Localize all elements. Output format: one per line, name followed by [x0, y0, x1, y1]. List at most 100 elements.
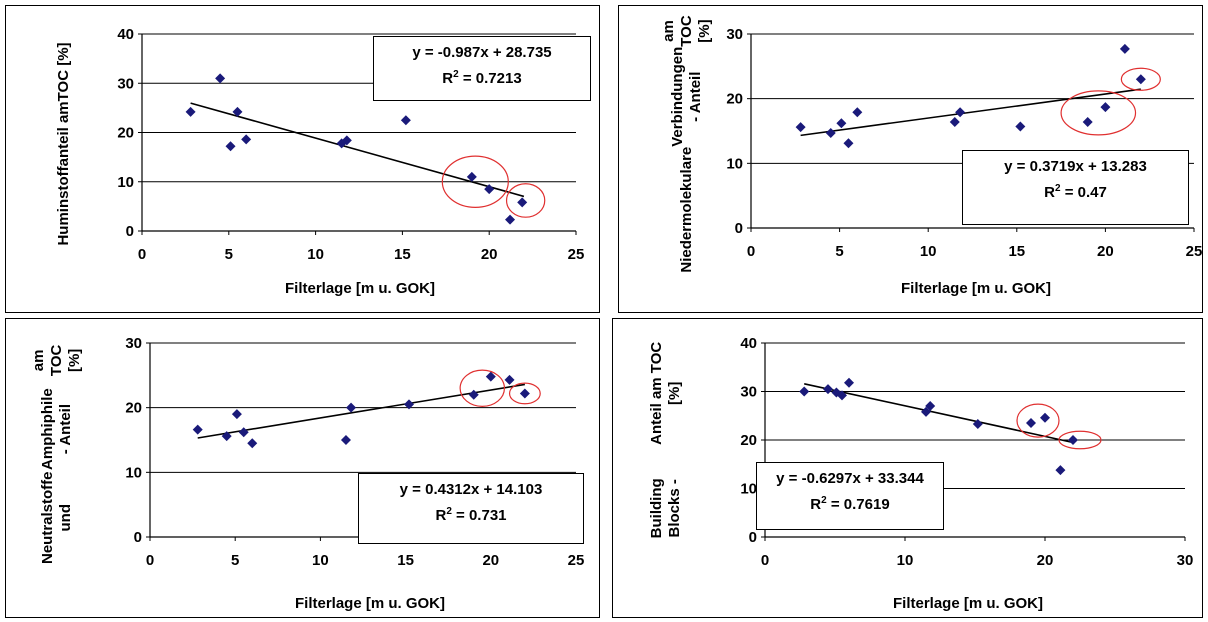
trendline-equation: y = -0.6297x + 33.344: [776, 470, 924, 487]
r-squared: R2 = 0.7619: [810, 495, 890, 513]
y-tick-label: 30: [117, 75, 134, 92]
y-tick-label: 0: [735, 220, 743, 237]
data-point: [231, 409, 242, 420]
data-point: [823, 384, 833, 395]
y-tick-label: 30: [125, 335, 142, 352]
chart-panel-huminstoff: Huminstoffanteil am TOC [%] 0 10 20 30 40 0 5 1…: [5, 5, 600, 313]
trendline-equation-box: y = -0.987x + 28.735 R2 = 0.7213: [373, 36, 591, 101]
data-point: [949, 116, 960, 127]
x-tick-label: 5: [835, 243, 843, 260]
x-tick-label: 25: [568, 246, 585, 263]
data-point: [837, 390, 847, 401]
data-point: [468, 389, 479, 400]
x-tick-label: 0: [138, 246, 146, 263]
x-tick-label: 10: [307, 246, 324, 263]
data-point: [232, 106, 243, 117]
data-point: [1040, 412, 1050, 423]
y-tick-label: 40: [740, 335, 757, 352]
x-tick-label: 25: [1186, 243, 1203, 260]
highlight-ellipse: [459, 369, 506, 407]
data-point: [340, 435, 351, 445]
plot-area: 0 10 20 30 40 0 5 10 15 20 25: [117, 26, 585, 263]
data-point: [485, 371, 496, 382]
plot-area: 0 10 20 30 40 0 10 20 30: [740, 335, 1194, 569]
data-point: [505, 214, 516, 225]
data-point: [404, 399, 415, 410]
data-point: [241, 134, 252, 145]
highlight-ellipse: [505, 183, 546, 218]
data-point: [1055, 465, 1066, 476]
data-point: [247, 438, 258, 449]
r-squared: R2 = 0.731: [435, 506, 507, 524]
data-point: [921, 406, 931, 417]
data-point: [925, 401, 936, 412]
y-tick-label: 20: [117, 125, 134, 142]
data-point: [185, 106, 196, 117]
r-squared: R2 = 0.47: [1044, 183, 1107, 201]
x-tick-label: 10: [897, 552, 914, 569]
data-point: [1015, 121, 1026, 132]
data-point: [972, 418, 983, 429]
y-tick-label: 10: [117, 174, 134, 191]
data-point: [466, 171, 477, 182]
y-tick-label: 20: [740, 432, 757, 449]
trendline-equation: y = 0.4312x + 14.103: [399, 481, 543, 498]
chart-panel-niedermolekulare: Niedermolekulare Verbindungen - Anteil a…: [618, 5, 1203, 313]
x-tick-label: 5: [225, 246, 233, 263]
trendline-equation-box: y = 0.3719x + 13.283 R2 = 0.47: [962, 150, 1189, 225]
data-point: [795, 122, 806, 133]
y-tick-label: 30: [740, 384, 757, 401]
x-tick-label: 20: [482, 552, 499, 569]
x-axis-label: Filterlage [m u. GOK]: [900, 280, 1051, 297]
r-squared: R2 = 0.7213: [442, 69, 522, 87]
data-point: [1135, 74, 1146, 85]
trendline: [190, 102, 525, 198]
x-axis-label: Filterlage [m u. GOK]: [294, 595, 445, 612]
trendline: [800, 88, 1141, 137]
y-tick-label: 10: [125, 464, 142, 481]
data-point: [400, 115, 411, 126]
y-tick-label: 0: [134, 529, 142, 546]
data-point: [836, 118, 847, 129]
x-tick-label: 0: [146, 552, 154, 569]
data-point: [1119, 43, 1130, 54]
data-point: [346, 402, 357, 413]
y-tick-label: 10: [726, 155, 743, 172]
trendline-equation: y = -0.987x + 28.735: [412, 44, 552, 61]
x-tick-label: 15: [394, 246, 411, 263]
x-tick-label: 0: [761, 552, 769, 569]
data-point: [519, 388, 530, 399]
trendline: [804, 383, 1074, 444]
highlight-ellipse: [1120, 67, 1161, 91]
plot-area: 0 10 20 30 0 5 10 15 20 25: [125, 335, 585, 569]
data-point: [1082, 116, 1093, 127]
x-tick-label: 25: [568, 552, 585, 569]
x-tick-label: 15: [397, 552, 414, 569]
y-tick-label: 40: [117, 26, 134, 43]
data-point: [831, 387, 842, 398]
highlight-ellipse: [441, 155, 509, 208]
x-tick-label: 20: [1097, 243, 1114, 260]
highlight-ellipse: [1016, 403, 1060, 438]
chart-panel-neutralstoffe: Neutralstoffe und Amphiphile - Anteil am…: [5, 318, 600, 618]
y-tick-label: 20: [125, 400, 142, 417]
data-point: [341, 135, 352, 146]
data-point: [1068, 435, 1078, 445]
y-tick-label: 0: [749, 529, 757, 546]
trendline-equation: y = 0.3719x + 13.283: [1004, 158, 1147, 175]
x-tick-label: 5: [231, 552, 239, 569]
highlight-ellipse: [1060, 90, 1137, 136]
data-point: [844, 377, 854, 388]
x-axis-label: Filterlage [m u. GOK]: [284, 280, 435, 297]
data-point: [1026, 418, 1036, 429]
x-tick-label: 30: [1177, 552, 1194, 569]
data-point: [843, 138, 854, 149]
x-tick-label: 0: [747, 243, 755, 260]
data-point: [852, 107, 863, 118]
data-point: [221, 431, 232, 442]
data-point: [484, 184, 495, 195]
y-tick-label: 0: [126, 223, 134, 240]
y-tick-label: 30: [726, 26, 743, 43]
trendline-equation-box: y = 0.4312x + 14.103 R2 = 0.731: [358, 473, 584, 544]
x-axis-label: Filterlage [m u. GOK]: [892, 595, 1043, 612]
